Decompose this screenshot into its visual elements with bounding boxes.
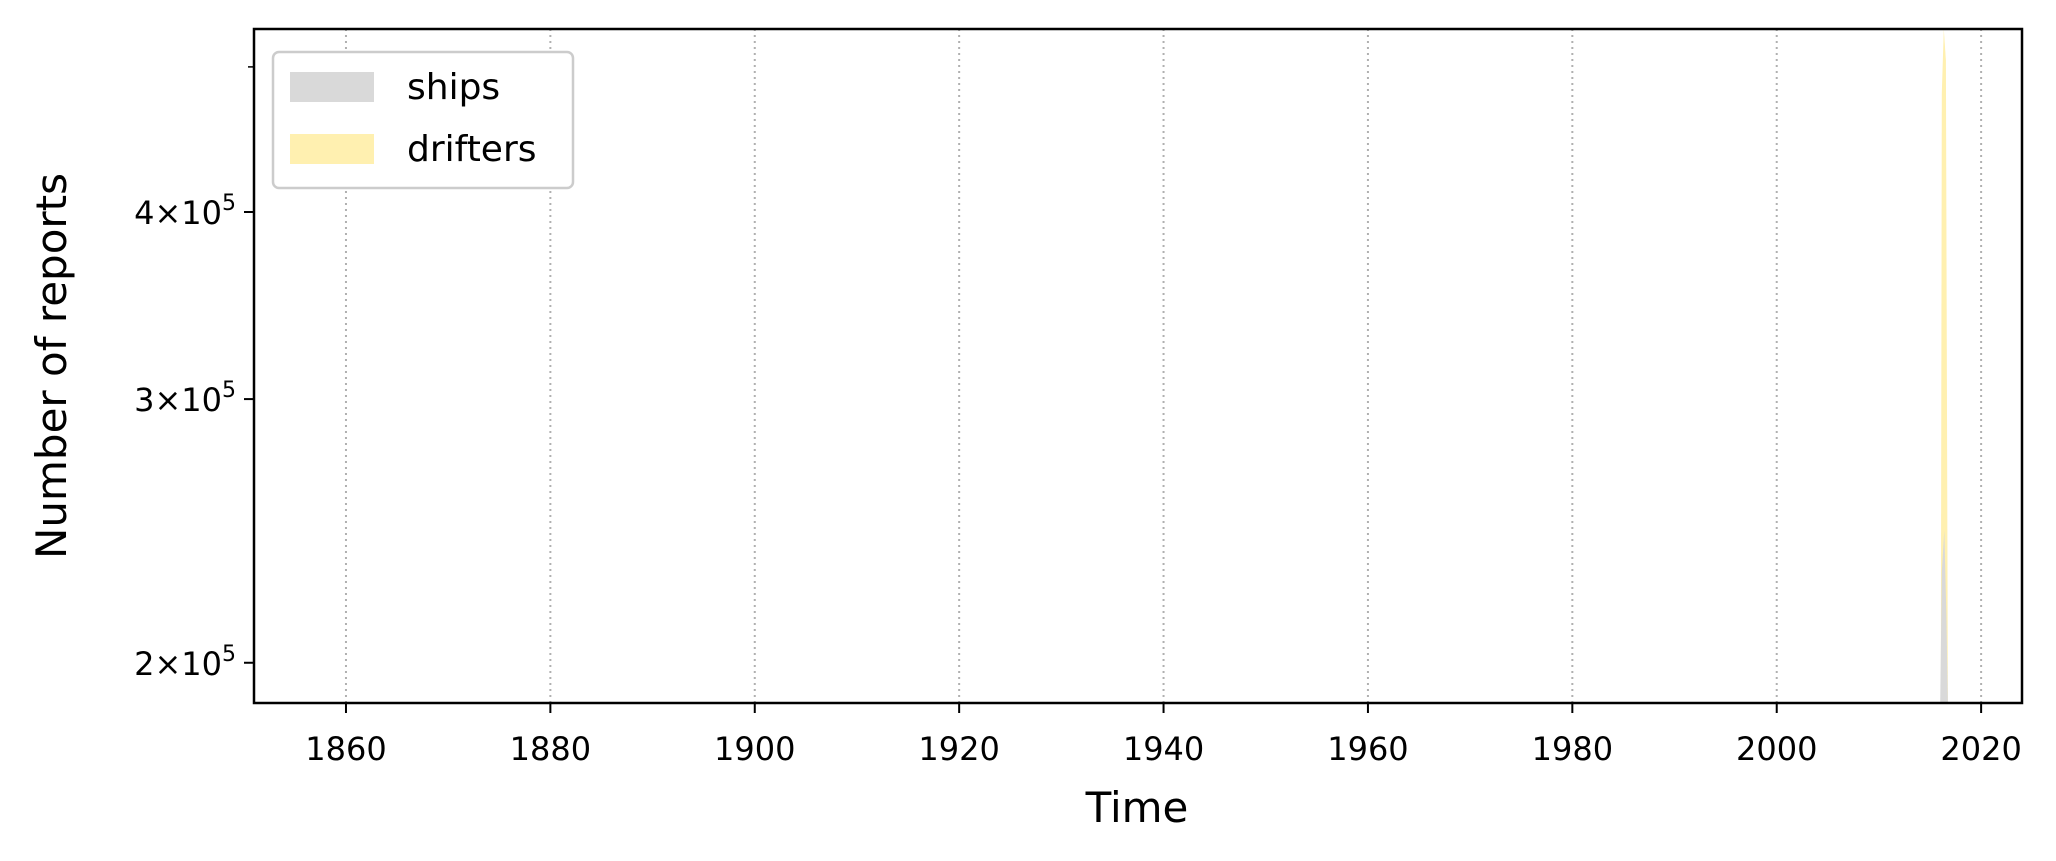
legend-swatch-drifters	[290, 134, 374, 164]
grid-lines	[344, 29, 1983, 703]
y-axis-label: Number of reports	[27, 173, 76, 559]
x-tick-label: 1920	[918, 730, 999, 768]
x-tick-label: 1940	[1123, 730, 1204, 768]
series-area-ships	[1940, 530, 1948, 703]
x-tick-label: 1980	[1532, 730, 1613, 768]
y-tick-label: 3×105	[134, 378, 236, 419]
x-ticks: 1860 1880 1900 1920 1940 1960 1980 2000 2020	[305, 703, 2022, 768]
x-tick-label: 1860	[305, 730, 386, 768]
x-tick-label: 1900	[714, 730, 795, 768]
y-tick-label: 4×105	[134, 191, 236, 232]
x-tick-label: 1960	[1327, 730, 1408, 768]
x-axis-label: Time	[1085, 783, 1189, 832]
series-area-drifters	[1940, 29, 1948, 703]
x-tick-label: 2000	[1736, 730, 1817, 768]
x-tick-label: 2020	[1940, 730, 2021, 768]
legend: ships drifters	[271, 50, 575, 190]
y-tick-label: 2×105	[134, 642, 236, 683]
legend-label-ships: ships	[407, 67, 500, 108]
legend-swatch-ships	[290, 72, 374, 102]
y-ticks: 2×105 3×105 4×105	[134, 66, 254, 683]
x-tick-label: 1880	[510, 730, 591, 768]
plot-frame	[252, 27, 2024, 705]
series-areas	[1940, 29, 1948, 703]
legend-label-drifters: drifters	[407, 129, 537, 170]
